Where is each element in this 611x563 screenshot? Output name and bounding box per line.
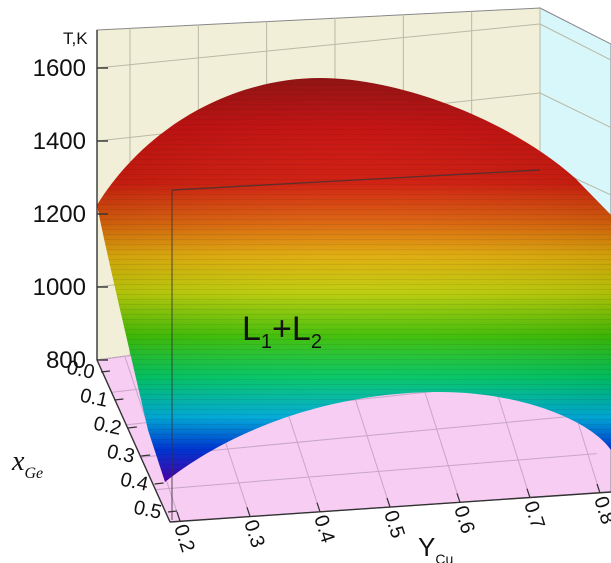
- y-tick-label: 0.0: [65, 357, 97, 384]
- y-tick-label: 0.2: [92, 413, 124, 440]
- y-axis-label: xGe: [11, 446, 43, 482]
- x-axis-ticks: 0.2 0.3 0.4 0.5 0.6 0.7 0.8: [169, 483, 611, 555]
- z-tick-label: 1400: [33, 128, 86, 155]
- y-tick-mark: [141, 454, 151, 457]
- z-tick-label: 1600: [33, 55, 86, 82]
- region-label: L1+L2: [242, 310, 322, 353]
- back-gridline: [96, 23, 541, 69]
- x-axis-line: [169, 491, 611, 523]
- side-gridline: [539, 23, 611, 61]
- floor-gridline: [155, 453, 597, 491]
- surface-shading: [97, 78, 611, 482]
- x-tick-label: 0.7: [519, 498, 549, 531]
- x-tick-mark: [246, 507, 251, 517]
- x-tick-mark: [386, 497, 391, 508]
- x-tick-label: 0.4: [309, 512, 339, 545]
- y-tick-mark: [154, 482, 164, 485]
- y-tick-mark: [114, 398, 124, 401]
- y-axis-line: [96, 359, 171, 523]
- y-tick-label: 0.5: [132, 497, 164, 524]
- y-axis-label-main: x: [11, 446, 25, 477]
- x-axis-label: YCu: [418, 532, 453, 563]
- x-tick-label: 0.8: [589, 494, 611, 527]
- x-tick-label: 0.6: [449, 503, 479, 536]
- x-axis-label-sub: Cu: [435, 551, 453, 563]
- y-tick-label: 0.3: [105, 441, 137, 468]
- x-axis-label-main: Y: [418, 532, 435, 562]
- region-label-sub2: 2: [311, 331, 322, 353]
- x-tick-label: 0.3: [239, 517, 269, 550]
- x-tick-label: 0.5: [379, 508, 409, 541]
- y-tick-mark: [127, 426, 137, 429]
- y-tick-mark: [100, 370, 111, 373]
- y-axis-label-sub: Ge: [24, 465, 43, 482]
- floor-gridline: [140, 414, 583, 458]
- z-axis-label: T,K: [63, 29, 88, 48]
- region-label-plus: +L: [272, 310, 311, 348]
- y-tick-label: 0.4: [118, 469, 150, 496]
- z-tick-label: 1200: [33, 201, 86, 228]
- y-tick-label: 0.1: [78, 385, 110, 412]
- z-tick-label: 1000: [33, 274, 86, 301]
- z-axis-ticks: 800 1000 1200 1400 1600: [33, 55, 108, 374]
- x-tick-mark: [596, 483, 601, 494]
- region-label-l1: L: [242, 310, 261, 348]
- y-tick-mark: [167, 510, 178, 513]
- x-tick-mark: [176, 511, 181, 522]
- x-tick-label: 0.2: [169, 522, 199, 555]
- y-axis-ticks: 0.00.10.20.30.40.5: [65, 357, 178, 524]
- x-tick-mark: [526, 488, 531, 498]
- box-edge: [171, 169, 541, 191]
- side-gridline: [539, 92, 611, 128]
- x-tick-mark: [456, 493, 461, 503]
- region-label-sub1: 1: [261, 331, 272, 353]
- z-tick-label: 800: [46, 347, 86, 374]
- x-tick-mark: [316, 502, 321, 512]
